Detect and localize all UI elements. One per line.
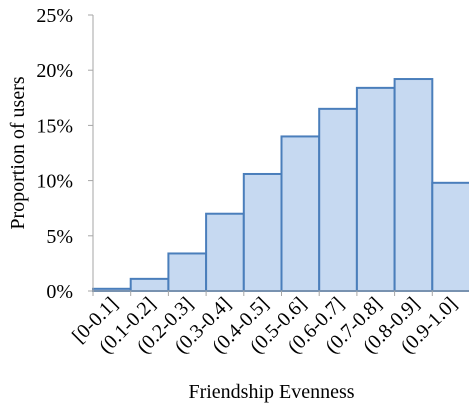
x-axis-title: Friendship Evenness — [188, 381, 354, 403]
y-tick-label: 10% — [36, 171, 73, 193]
bar-4 — [242, 172, 283, 292]
bar-5 — [280, 135, 321, 292]
y-tick-label: 25% — [36, 5, 73, 27]
bar-9 — [431, 181, 469, 292]
bars-group — [92, 78, 469, 293]
y-tick-label: 15% — [36, 115, 73, 137]
bar-6 — [318, 107, 358, 292]
x-tick-labels: [0-0.1](0.1-0.2](0.2-0.3](0.3-0.4](0.4-0… — [68, 291, 462, 358]
y-tick-labels: 0% 5% 10% 15% 20% 25% — [36, 5, 93, 303]
bar-1 — [129, 277, 170, 292]
bar-8 — [393, 78, 434, 292]
y-tick-label: 20% — [36, 60, 73, 82]
y-tick-label: 5% — [46, 226, 73, 248]
bar-3 — [205, 212, 245, 292]
bar-2 — [167, 252, 208, 293]
y-tick-label: 0% — [46, 281, 73, 303]
y-axis-title: Proportion of users — [7, 76, 29, 230]
bar-7 — [355, 86, 396, 292]
